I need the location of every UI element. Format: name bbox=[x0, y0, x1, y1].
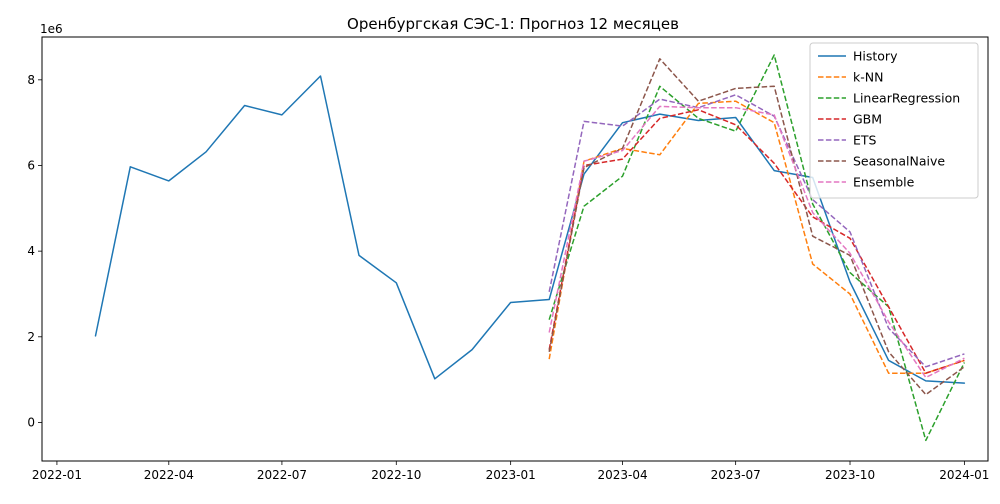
legend: History k-NN LinearRegression GBM ETS Seasona… bbox=[809, 42, 979, 199]
legend-label-0: History bbox=[853, 49, 898, 64]
y-tick-label: 8 bbox=[27, 73, 35, 87]
y-tick-label: 4 bbox=[27, 244, 35, 258]
chart-title: Оренбургская СЭС-1: Прогноз 12 месяцев bbox=[347, 15, 679, 33]
series-line-6 bbox=[548, 105, 965, 379]
x-tick-label: 2022-04 bbox=[144, 468, 194, 482]
x-tick-label: 2023-07 bbox=[711, 468, 761, 482]
series-line-2 bbox=[548, 54, 966, 442]
y-offset-label: 1e6 bbox=[40, 22, 63, 36]
y-tick-label: 6 bbox=[27, 158, 35, 172]
series-line-3 bbox=[548, 109, 965, 374]
y-tick-label: 0 bbox=[27, 415, 35, 429]
legend-frame bbox=[809, 42, 979, 199]
legend-label-6: Ensemble bbox=[853, 175, 915, 190]
x-tick-label: 2022-07 bbox=[257, 468, 307, 482]
y-tick-label: 2 bbox=[27, 330, 35, 344]
x-tick-label: 2022-01 bbox=[32, 468, 82, 482]
plot-area-frame bbox=[41, 36, 989, 462]
series-line-4 bbox=[548, 94, 965, 368]
legend-label-1: k-NN bbox=[853, 70, 883, 85]
x-tick-label: 2022-10 bbox=[371, 468, 421, 482]
x-tick-label: 2023-10 bbox=[825, 468, 875, 482]
legend-label-3: GBM bbox=[853, 112, 882, 127]
x-tick-label: 2023-01 bbox=[486, 468, 536, 482]
y-axis: 0 2 4 6 8 bbox=[27, 73, 42, 429]
x-tick-label: 2023-04 bbox=[597, 468, 647, 482]
legend-label-4: ETS bbox=[853, 133, 877, 148]
x-axis: 2022-01 2022-04 2022-07 2022-10 2023-01 2023-… bbox=[32, 461, 989, 482]
legend-label-2: LinearRegression bbox=[853, 91, 960, 106]
x-tick-label: 2024-01 bbox=[939, 468, 989, 482]
legend-label-5: SeasonalNaive bbox=[853, 154, 945, 169]
